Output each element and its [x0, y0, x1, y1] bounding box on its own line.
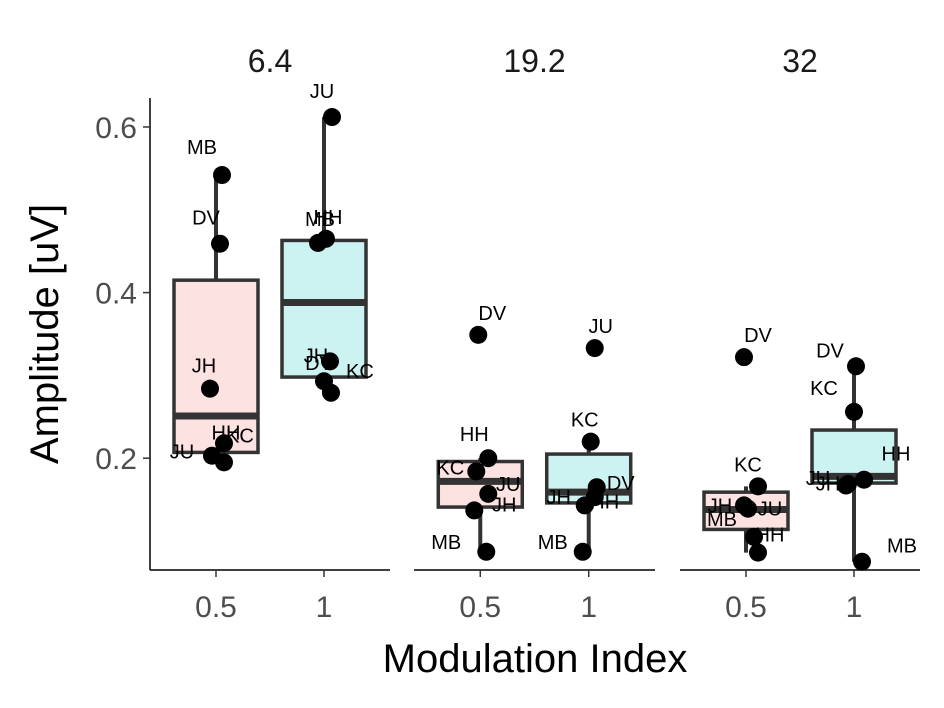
data-point	[855, 470, 873, 489]
panels: 0.5MBDVJHKCJUHH1JUHHMBJHKCDV0.5DVHHKCJUJ…	[150, 81, 920, 624]
point-label: HH	[460, 424, 489, 446]
data-point	[585, 339, 604, 358]
x-tick-label: 1	[846, 591, 863, 624]
x-tick-label: 1	[580, 591, 597, 624]
point-label: JH	[492, 494, 516, 516]
data-point	[469, 325, 488, 344]
x-axis-title: Modulation Index	[383, 637, 688, 681]
facet-titles: 6.4 19.2 32	[248, 43, 818, 79]
point-label: HH	[756, 525, 785, 547]
y-tick-label: 0.4	[95, 278, 137, 311]
x-tick-label: 1	[316, 591, 333, 624]
data-point	[321, 352, 339, 371]
data-point	[749, 477, 767, 496]
data-point	[581, 432, 600, 451]
point-label: MB	[538, 532, 568, 554]
data-point	[749, 543, 767, 562]
data-point	[739, 499, 757, 518]
data-point	[477, 542, 496, 561]
data-point	[479, 449, 498, 468]
data-point	[847, 357, 865, 376]
data-point	[215, 453, 233, 472]
point-label: MB	[187, 137, 217, 159]
point-label: MB	[707, 509, 737, 531]
point-label: HH	[590, 491, 619, 513]
point-label: HH	[212, 422, 241, 444]
box	[280, 238, 368, 379]
point-label: HH	[314, 207, 343, 229]
data-point	[309, 233, 327, 252]
data-point	[211, 234, 229, 253]
point-label: DV	[305, 353, 333, 375]
point-label: JU	[170, 442, 194, 464]
data-point	[467, 462, 486, 481]
y-tick-label: 0.6	[95, 112, 137, 145]
data-point	[323, 108, 341, 127]
point-label: JH	[816, 474, 840, 496]
point-label: KC	[571, 410, 599, 432]
point-label: DV	[816, 340, 844, 362]
data-point	[837, 476, 855, 495]
point-label: MB	[305, 209, 335, 231]
point-label: KC	[810, 378, 838, 400]
facet-title: 6.4	[248, 43, 292, 79]
point-label: DV	[744, 325, 772, 347]
x-tick-label: 0.5	[725, 591, 767, 624]
point-label: KC	[226, 425, 254, 447]
point-label: DV	[192, 208, 220, 230]
data-point	[575, 496, 594, 515]
data-point	[573, 542, 592, 561]
data-point	[745, 527, 763, 546]
y-axis: 0.2 0.4 0.6	[95, 98, 151, 570]
x-tick-label: 0.5	[195, 591, 237, 624]
point-label: JU	[310, 81, 334, 103]
data-point	[735, 348, 753, 367]
point-label: DV	[478, 303, 506, 325]
point-label: JH	[546, 487, 570, 509]
point-label: JH	[708, 495, 732, 517]
point-label: KC	[734, 454, 762, 476]
data-point	[201, 379, 219, 398]
point-label: JH	[192, 356, 216, 378]
point-label: JH	[304, 345, 328, 367]
point-label: HH	[882, 444, 911, 466]
point-label: DV	[607, 473, 635, 495]
x-tick-label: 0.5	[459, 591, 501, 624]
point-label: MB	[887, 536, 917, 558]
point-label: MB	[431, 532, 461, 554]
facet-title: 19.2	[503, 43, 565, 79]
point-label: JU	[758, 499, 782, 521]
data-point	[479, 484, 498, 503]
point-label: KC	[346, 361, 374, 383]
point-label: KC	[436, 457, 464, 479]
point-label: JU	[806, 468, 830, 490]
data-point	[215, 434, 233, 453]
data-point	[845, 402, 863, 421]
data-point	[322, 383, 340, 402]
data-point	[853, 552, 871, 571]
point-label: JU	[496, 474, 520, 496]
y-axis-title: Amplitude [uV]	[23, 204, 67, 464]
data-point	[465, 501, 484, 520]
y-tick-label: 0.2	[95, 443, 137, 476]
facet-title: 32	[782, 43, 818, 79]
data-point	[213, 166, 231, 185]
point-label: JU	[588, 316, 612, 338]
box	[172, 278, 260, 455]
